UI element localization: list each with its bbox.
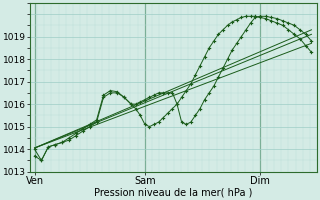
X-axis label: Pression niveau de la mer( hPa ): Pression niveau de la mer( hPa ) [94,187,253,197]
